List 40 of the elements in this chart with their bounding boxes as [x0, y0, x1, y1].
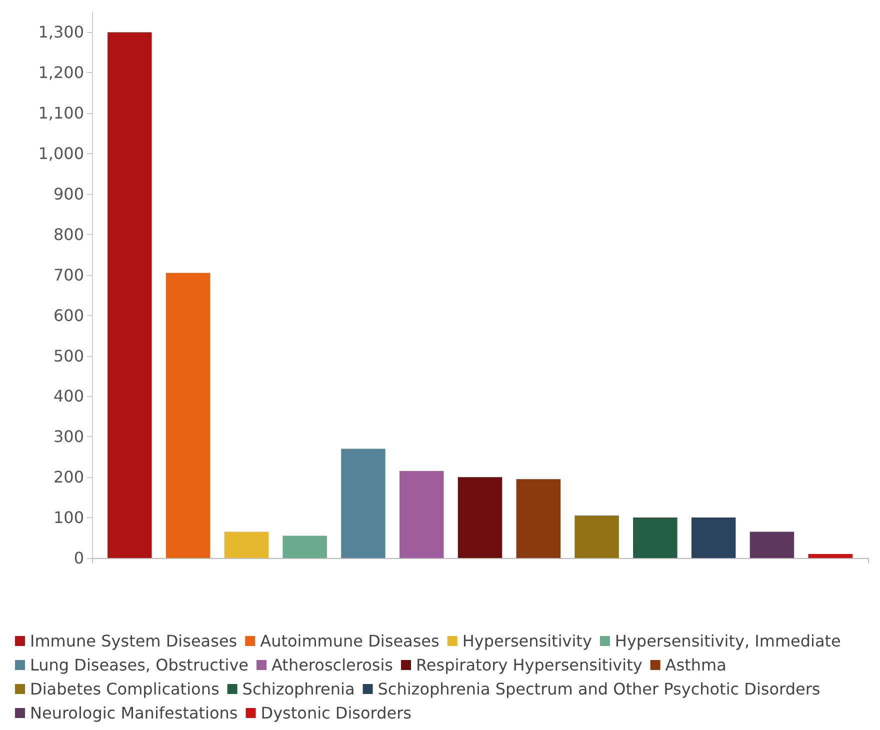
legend-label: Neurologic Manifestations: [30, 704, 238, 722]
y-tick-label: 600: [53, 306, 84, 325]
bar: [224, 532, 269, 558]
bar: [633, 518, 678, 558]
legend-label: Hypersensitivity, Immediate: [614, 632, 841, 650]
legend-label: Schizophrenia: [242, 680, 355, 698]
y-tick-label: 400: [53, 386, 84, 406]
bar: [458, 477, 502, 558]
y-tick-label: 0: [74, 548, 84, 568]
bar: [399, 471, 444, 558]
legend-label: Asthma: [665, 656, 726, 674]
bar: [808, 554, 852, 558]
legend-label: Diabetes Complications: [30, 680, 220, 698]
bar: [166, 272, 210, 558]
y-tick-label: 900: [53, 184, 84, 204]
bar: [574, 516, 619, 558]
y-tick-label: 300: [53, 427, 84, 446]
y-tick-label: 200: [53, 468, 84, 487]
legend-label: Lung Diseases, Obstructive: [30, 656, 248, 674]
y-tick-label: 1,100: [38, 104, 84, 123]
legend-label: Respiratory Hypersensitivity: [416, 656, 642, 674]
bar: [341, 448, 386, 558]
legend-label: Schizophrenia Spectrum and Other Psychotic Disorders: [378, 680, 820, 698]
y-tick-label: 1,000: [38, 144, 84, 164]
y-tick-label: 1,300: [38, 22, 84, 42]
legend-label: Immune System Diseases: [30, 632, 238, 650]
y-tick-label: 800: [53, 224, 84, 244]
y-tick-label: 500: [53, 346, 84, 366]
y-tick-label: 1,200: [38, 63, 84, 82]
y-tick-label: 100: [53, 508, 84, 528]
bar: [750, 532, 794, 558]
legend-label: Dystonic Disorders: [260, 704, 412, 722]
bar: [691, 518, 736, 558]
legend-label: Autoimmune Diseases: [260, 632, 440, 650]
bar: [516, 479, 561, 558]
y-tick-label: 700: [53, 265, 84, 284]
legend-label: Atherosclerosis: [272, 656, 393, 674]
bar: [108, 32, 152, 558]
bar: [282, 536, 327, 558]
legend-label: Hypersensitivity: [462, 632, 592, 650]
